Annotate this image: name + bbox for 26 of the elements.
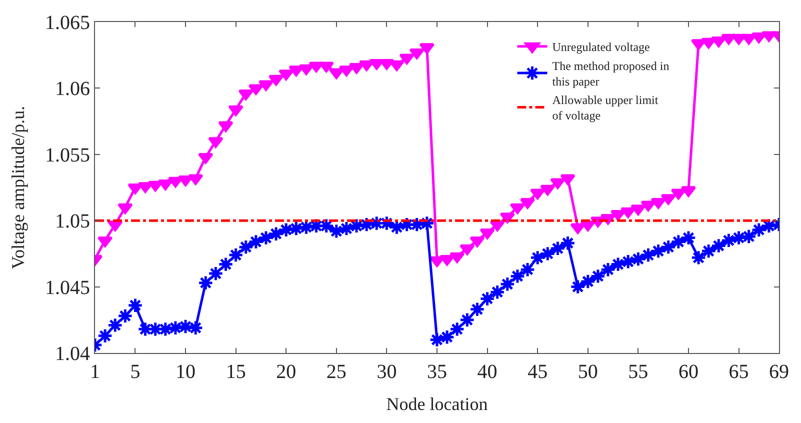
x-tick-label: 30: [376, 361, 397, 383]
legend-label: The method proposed in this paper: [552, 58, 670, 89]
y-tick-label: 1.055: [45, 144, 90, 166]
y-axis-title: Voltage amplitude/p.u.: [8, 106, 28, 270]
x-tick-label: 5: [130, 361, 140, 383]
x-tick-label: 50: [578, 361, 598, 383]
y-tick-label: 1.04: [55, 343, 90, 365]
x-tick-label: 25: [326, 361, 346, 383]
x-tick-label: 10: [176, 361, 196, 383]
x-tick-label: 15: [226, 361, 246, 383]
x-axis-title: Node location: [386, 394, 488, 414]
x-tick-label: 69: [769, 361, 789, 383]
y-tick-label: 1.06: [55, 78, 90, 100]
x-tick-label: 45: [528, 361, 548, 383]
x-tick-label: 40: [477, 361, 498, 383]
legend-label: Unregulated voltage: [552, 40, 650, 54]
x-tick-label: 65: [728, 361, 749, 383]
x-tick-label: 55: [628, 361, 648, 383]
y-tick-label: 1.065: [45, 12, 90, 34]
legend-label: Allowable upper limit of voltage: [552, 93, 659, 123]
y-tick-label: 1.05: [55, 210, 90, 233]
x-tick-label: 35: [427, 361, 447, 383]
x-tick-label: 20: [276, 361, 296, 383]
y-tick-label: 1.045: [45, 276, 90, 299]
x-tick-label: 60: [678, 361, 698, 383]
x-tick-label: 1: [90, 361, 100, 383]
